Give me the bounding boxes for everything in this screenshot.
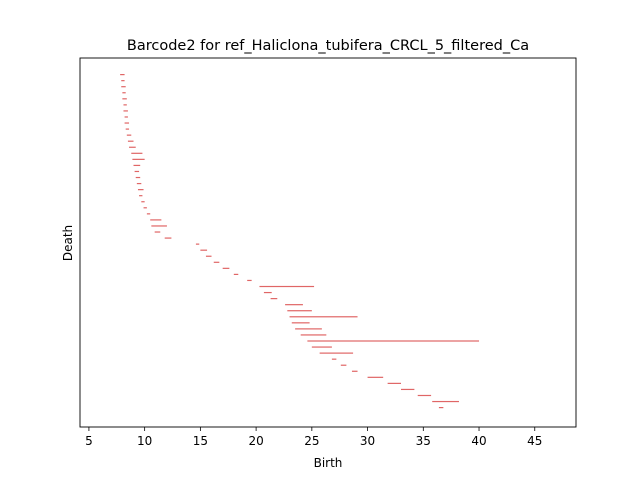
persistence-bar bbox=[300, 334, 327, 336]
barcode-bars bbox=[120, 74, 480, 409]
x-tick-label: 20 bbox=[248, 434, 263, 448]
persistence-bar bbox=[289, 316, 358, 318]
persistence-bar bbox=[121, 80, 125, 82]
x-tick-label: 10 bbox=[137, 434, 152, 448]
persistence-bar bbox=[137, 189, 144, 191]
persistence-bar bbox=[127, 140, 134, 142]
persistence-bar bbox=[270, 298, 278, 300]
persistence-bar bbox=[387, 382, 402, 384]
persistence-bar bbox=[331, 358, 337, 360]
x-tick-label: 45 bbox=[527, 434, 542, 448]
persistence-bar bbox=[146, 213, 151, 215]
persistence-bar bbox=[438, 407, 444, 409]
persistence-bar bbox=[136, 182, 142, 185]
persistence-bar bbox=[233, 273, 239, 275]
persistence-bar bbox=[351, 370, 358, 372]
x-tick-label: 30 bbox=[360, 434, 375, 448]
persistence-bar bbox=[134, 170, 140, 173]
plot-frame bbox=[79, 57, 577, 428]
persistence-bar bbox=[151, 225, 167, 227]
persistence-bar bbox=[125, 128, 130, 130]
persistence-bar bbox=[259, 285, 315, 288]
persistence-bar bbox=[133, 164, 141, 167]
x-axis-label: Birth bbox=[314, 456, 343, 470]
persistence-bar bbox=[164, 237, 172, 239]
persistence-bar bbox=[319, 352, 354, 354]
persistence-bar bbox=[122, 98, 127, 100]
persistence-bar bbox=[139, 195, 143, 197]
persistence-bar bbox=[213, 261, 220, 263]
persistence-bar bbox=[141, 201, 145, 203]
persistence-bar bbox=[124, 122, 130, 124]
x-tick-label: 5 bbox=[85, 434, 93, 448]
persistence-bar bbox=[131, 152, 143, 154]
persistence-bar bbox=[311, 346, 332, 348]
persistence-bar bbox=[120, 74, 125, 76]
persistence-bar bbox=[122, 92, 126, 94]
persistence-bar bbox=[143, 207, 147, 209]
persistence-bar bbox=[121, 86, 126, 88]
persistence-bar bbox=[432, 400, 459, 403]
persistence-bar bbox=[263, 291, 272, 294]
persistence-bar bbox=[307, 340, 480, 342]
persistence-bar bbox=[126, 134, 132, 136]
persistence-bar bbox=[295, 328, 322, 330]
persistence-bar bbox=[123, 110, 128, 112]
persistence-bar bbox=[340, 364, 347, 366]
y-axis-label: Death bbox=[61, 225, 75, 261]
persistence-bar bbox=[367, 376, 384, 378]
x-tick-label: 15 bbox=[193, 434, 208, 448]
x-axis-ticks: 5 10 15 20 25 30 35 40 45 bbox=[85, 427, 542, 448]
x-tick-label: 25 bbox=[304, 434, 319, 448]
persistence-bar bbox=[247, 279, 252, 282]
persistence-bar bbox=[401, 388, 415, 391]
persistence-bar bbox=[124, 116, 128, 118]
persistence-bar bbox=[285, 304, 303, 306]
persistence-bar bbox=[287, 310, 312, 312]
persistence-bar bbox=[205, 255, 212, 257]
persistence-bar bbox=[132, 158, 145, 160]
x-tick-label: 35 bbox=[416, 434, 431, 448]
chart-title: Barcode2 for ref_Haliclona_tubifera_CRCL… bbox=[127, 38, 529, 54]
persistence-bar bbox=[129, 146, 136, 148]
persistence-bar bbox=[417, 394, 432, 397]
persistence-bar bbox=[150, 219, 162, 221]
persistence-bar bbox=[195, 243, 200, 245]
persistence-bar bbox=[222, 267, 230, 269]
x-tick-label: 40 bbox=[471, 434, 486, 448]
persistence-bar bbox=[154, 231, 161, 233]
persistence-bar bbox=[135, 176, 141, 179]
persistence-bar bbox=[200, 249, 208, 251]
persistence-bar bbox=[291, 322, 310, 324]
persistence-bar bbox=[123, 104, 127, 106]
